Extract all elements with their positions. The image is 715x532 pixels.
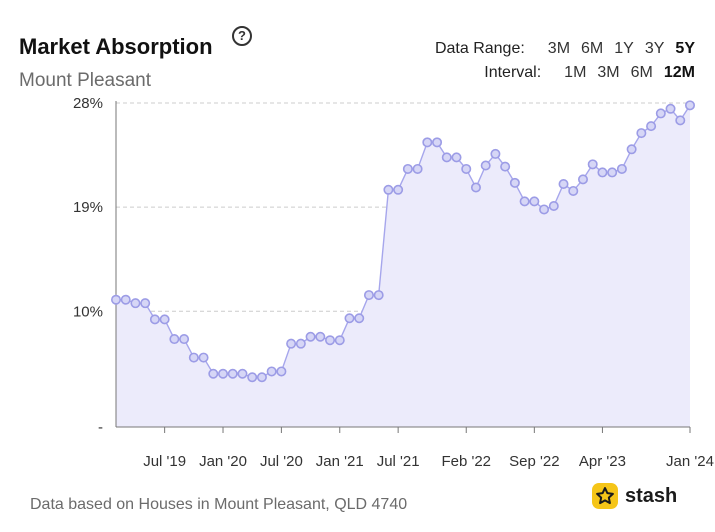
data-point[interactable] (383, 184, 394, 195)
data-point[interactable] (373, 290, 384, 301)
data-point[interactable] (665, 103, 676, 114)
data-point[interactable] (276, 366, 287, 377)
data-point[interactable] (247, 372, 258, 383)
data-point[interactable] (597, 167, 608, 178)
data-point[interactable] (393, 184, 404, 195)
data-point[interactable] (344, 313, 355, 324)
x-tick-label: Jan '24 (666, 453, 714, 470)
data-point[interactable] (509, 177, 520, 188)
x-tick-label: Feb '22 (441, 453, 491, 470)
data-point[interactable] (529, 196, 540, 207)
chart-controls: Data Range: 3M 6M 1Y 3Y 5Y Interval: 1M … (435, 40, 695, 88)
data-point[interactable] (266, 366, 277, 377)
data-point[interactable] (470, 182, 481, 193)
interval-label: Interval: (484, 64, 542, 81)
data-point[interactable] (295, 338, 306, 349)
data-point[interactable] (159, 314, 170, 325)
data-point[interactable] (237, 368, 248, 379)
data-point[interactable] (315, 331, 326, 342)
data-point[interactable] (461, 163, 472, 174)
data-point[interactable] (577, 174, 588, 185)
data-point[interactable] (363, 290, 374, 301)
interval-option-12m[interactable]: 12M (663, 64, 695, 81)
data-point[interactable] (198, 352, 209, 363)
absorption-chart[interactable]: - 10% 19% 28% Jul '19 Jan '20 Jul '20 Jan '21 Ju… (0, 0, 715, 480)
data-point[interactable] (130, 298, 141, 309)
data-point[interactable] (149, 314, 160, 325)
data-point[interactable] (256, 372, 267, 383)
x-tick-label: Jan '21 (316, 453, 364, 470)
y-tick-label: - (98, 419, 103, 436)
data-point[interactable] (607, 167, 618, 178)
data-point[interactable] (305, 331, 316, 342)
data-point[interactable] (334, 335, 345, 346)
data-point[interactable] (480, 160, 491, 171)
x-tick-label: Jul '19 (143, 453, 186, 470)
data-point[interactable] (646, 121, 657, 132)
x-tick-label: Jul '21 (377, 453, 420, 470)
data-point[interactable] (568, 185, 579, 196)
data-point[interactable] (120, 294, 131, 305)
data-point[interactable] (218, 368, 229, 379)
help-circle-icon[interactable]: ? (232, 26, 252, 46)
data-point[interactable] (188, 352, 199, 363)
data-point[interactable] (412, 163, 423, 174)
data-point[interactable] (354, 313, 365, 324)
data-point[interactable] (587, 159, 598, 170)
data-point[interactable] (626, 144, 637, 155)
interval-option-3m[interactable]: 3M (597, 64, 620, 81)
x-tick-label: Apr '23 (579, 453, 626, 470)
star-icon (592, 483, 618, 509)
data-point[interactable] (432, 137, 443, 148)
x-tick-label: Sep '22 (509, 453, 559, 470)
data-point[interactable] (227, 368, 238, 379)
data-point[interactable] (558, 179, 569, 190)
interval-option-1m[interactable]: 1M (564, 64, 587, 81)
interval-row: Interval: 1M 3M 6M 12M (435, 64, 695, 88)
data-range-option-3m[interactable]: 3M (547, 40, 571, 57)
data-point[interactable] (451, 152, 462, 163)
x-tick-label: Jan '20 (199, 453, 247, 470)
brand-name: stash (625, 484, 678, 507)
data-point[interactable] (548, 200, 559, 211)
y-tick-label: 28% (73, 95, 103, 112)
chart-title: Market Absorption (19, 34, 213, 59)
data-source-note: Data based on Houses in Mount Pleasant, … (30, 496, 408, 513)
data-range-option-3y[interactable]: 3Y (644, 40, 665, 57)
data-point[interactable] (539, 204, 550, 215)
stash-logo: stash (592, 483, 677, 509)
data-range-row: Data Range: 3M 6M 1Y 3Y 5Y (435, 40, 695, 64)
y-tick-label: 19% (73, 199, 103, 216)
data-point[interactable] (519, 196, 530, 207)
data-point[interactable] (636, 128, 647, 139)
data-range-option-5y[interactable]: 5Y (675, 40, 695, 57)
data-point[interactable] (500, 161, 511, 172)
data-point[interactable] (684, 100, 695, 111)
data-point[interactable] (111, 294, 122, 305)
data-point[interactable] (675, 115, 686, 126)
data-point[interactable] (441, 152, 452, 163)
data-point[interactable] (140, 298, 151, 309)
data-range-label: Data Range: (434, 40, 525, 57)
data-range-option-6m[interactable]: 6M (581, 40, 604, 57)
data-point[interactable] (490, 148, 501, 159)
data-point[interactable] (402, 163, 413, 174)
data-range-option-1y[interactable]: 1Y (614, 40, 634, 57)
y-tick-label: 10% (73, 303, 103, 320)
data-point[interactable] (325, 335, 336, 346)
data-point[interactable] (169, 334, 180, 345)
data-point[interactable] (655, 108, 666, 119)
data-point[interactable] (616, 163, 627, 174)
data-point[interactable] (208, 368, 219, 379)
data-point[interactable] (422, 137, 433, 148)
interval-option-6m[interactable]: 6M (630, 64, 653, 81)
data-point[interactable] (286, 338, 297, 349)
area-fill (116, 105, 690, 428)
chart-subtitle: Mount Pleasant (19, 70, 152, 91)
x-tick-label: Jul '20 (260, 453, 303, 470)
data-point[interactable] (179, 334, 190, 345)
